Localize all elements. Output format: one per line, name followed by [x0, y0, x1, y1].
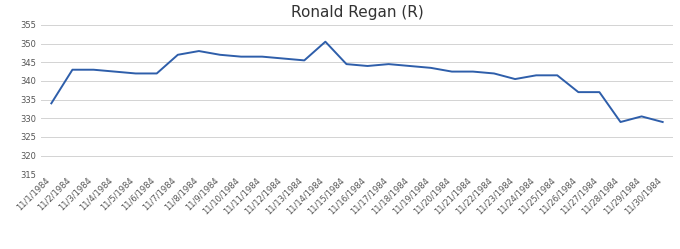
Title: Ronald Regan (R): Ronald Regan (R)	[290, 4, 424, 20]
